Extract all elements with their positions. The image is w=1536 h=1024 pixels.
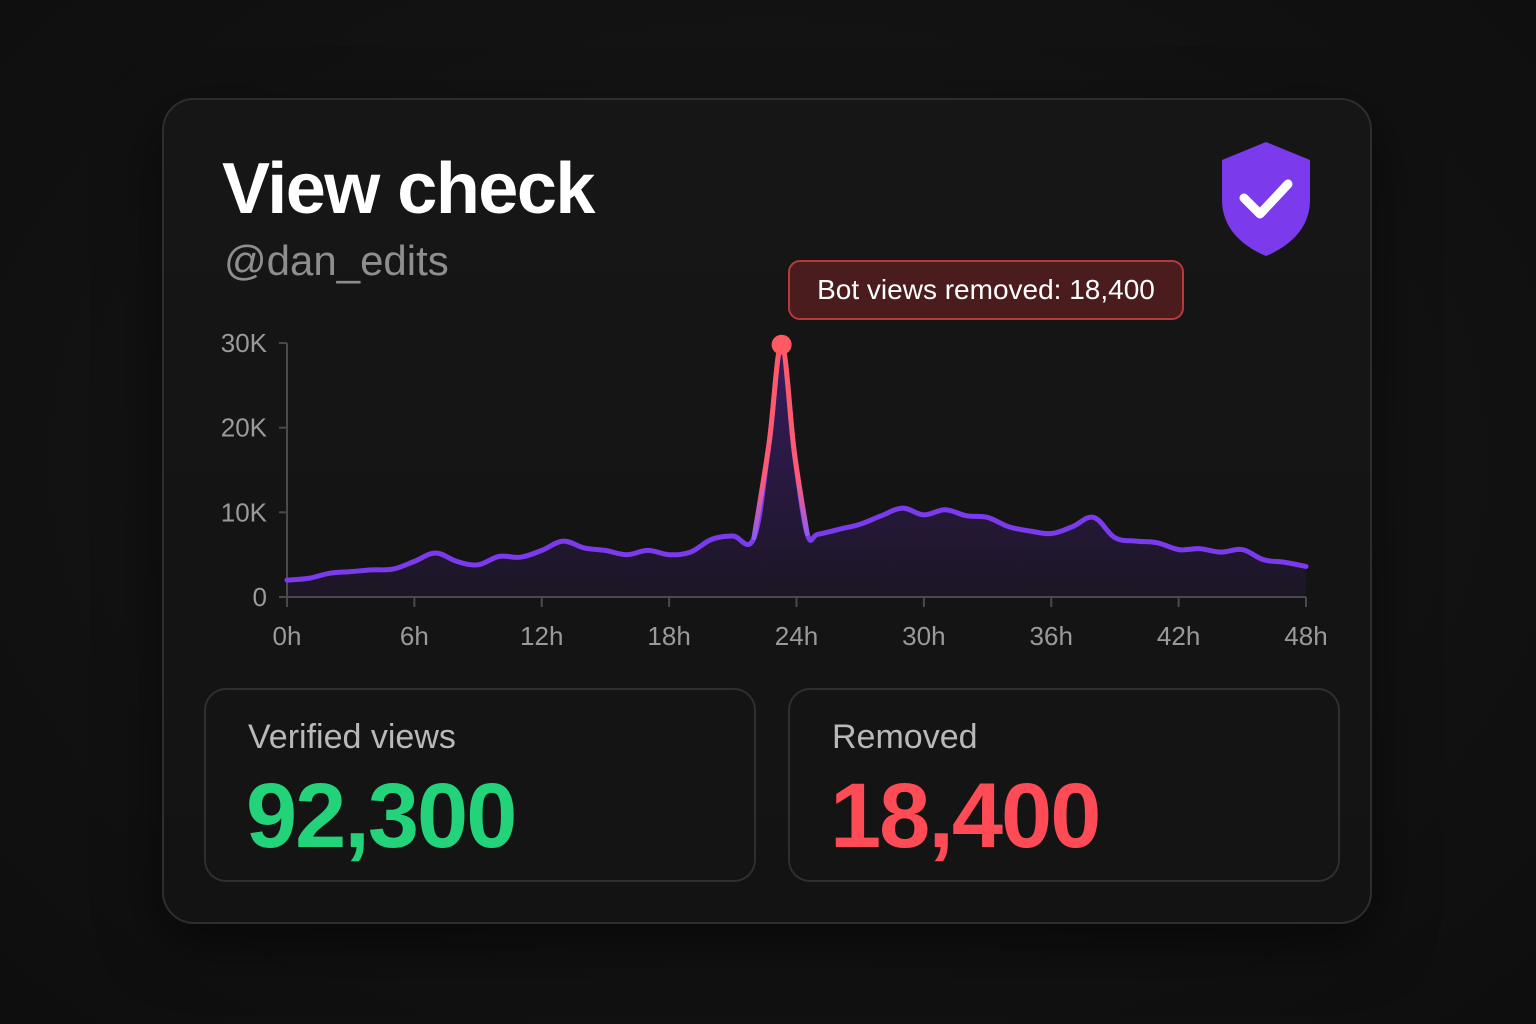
removed-views-value: 18,400 (830, 766, 1099, 866)
x-tick-label: 12h (520, 621, 563, 651)
y-tick-label: 20K (221, 413, 268, 443)
y-tick-label: 10K (221, 497, 268, 527)
y-tick-label: 0 (253, 582, 267, 612)
x-tick-label: 18h (647, 621, 690, 651)
verified-views-panel: Verified views 92,300 (204, 688, 756, 882)
x-tick-label: 30h (902, 621, 945, 651)
views-chart: 0 10K 20K 30K 0h 6h 12h 18h 24h 30h 36h 42h 48h (164, 100, 1374, 680)
x-tick-label: 6h (400, 621, 429, 651)
x-tick-label: 42h (1157, 621, 1200, 651)
removed-views-panel: Removed 18,400 (788, 688, 1340, 882)
removed-views-label: Removed (832, 716, 978, 758)
view-check-card: View check @dan_edits 0 10K 20K 30K 0h 6h 12h 1… (162, 98, 1372, 924)
verified-views-value: 92,300 (246, 766, 515, 866)
x-tick-label: 24h (775, 621, 818, 651)
verified-views-label: Verified views (248, 716, 456, 758)
y-tick-label: 30K (221, 328, 268, 358)
spike-marker (772, 335, 792, 355)
x-tick-label: 36h (1030, 621, 1073, 651)
x-tick-label: 0h (273, 621, 302, 651)
x-tick-label: 48h (1284, 621, 1327, 651)
bot-views-callout: Bot views removed: 18,400 (788, 260, 1184, 320)
